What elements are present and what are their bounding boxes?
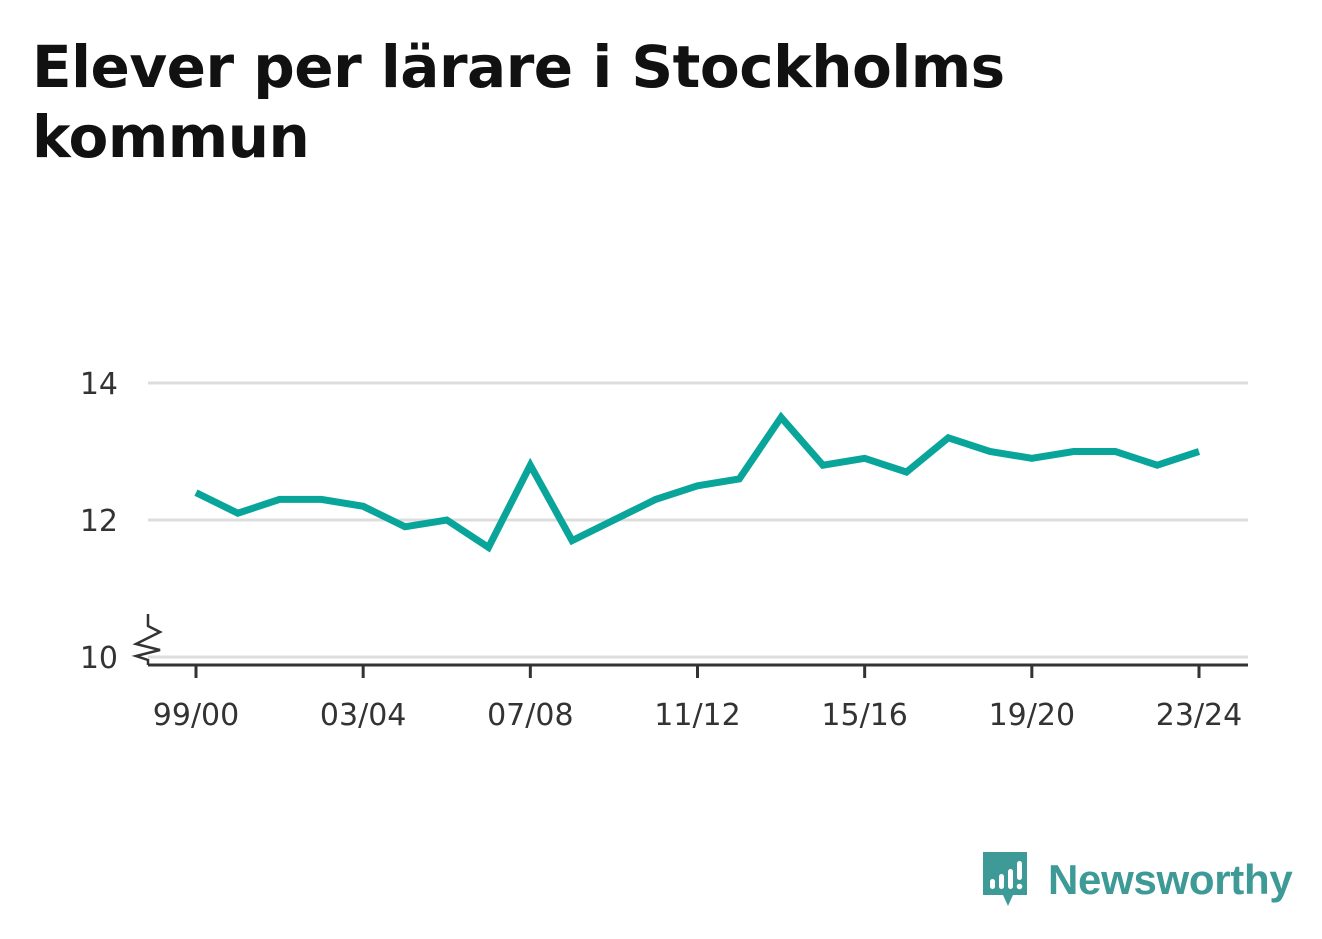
series-line-0 xyxy=(194,411,1201,553)
bar-chart-speech-bubble-icon xyxy=(983,852,1027,906)
x-tick-label: 99/00 xyxy=(153,698,239,733)
series-layer xyxy=(194,411,1201,553)
brand-name: Newsworthy xyxy=(1048,856,1293,903)
x-tick-labels: 99/00 03/04 07/08 11/12 15/16 19/20 23/24 xyxy=(153,698,1242,733)
x-tick-label: 19/20 xyxy=(989,698,1075,733)
y-tick-label: 10 xyxy=(80,641,118,676)
axis-break-icon xyxy=(131,614,163,665)
gridlines xyxy=(148,381,1248,659)
x-tick-label: 11/12 xyxy=(654,698,740,733)
chart-title: Elever per lärare i Stockholms kommun xyxy=(32,33,1005,171)
y-tick-label: 14 xyxy=(80,367,118,402)
newsworthy-logo: Newsworthy xyxy=(980,848,1293,912)
x-tick-label: 23/24 xyxy=(1156,698,1242,733)
x-tick-label: 07/08 xyxy=(487,698,573,733)
x-tick-label: 03/04 xyxy=(320,698,406,733)
axes xyxy=(131,614,1248,678)
y-tick-label: 12 xyxy=(80,504,118,539)
x-tick-label: 15/16 xyxy=(821,698,907,733)
y-tick-labels: 10 12 14 xyxy=(80,367,118,676)
